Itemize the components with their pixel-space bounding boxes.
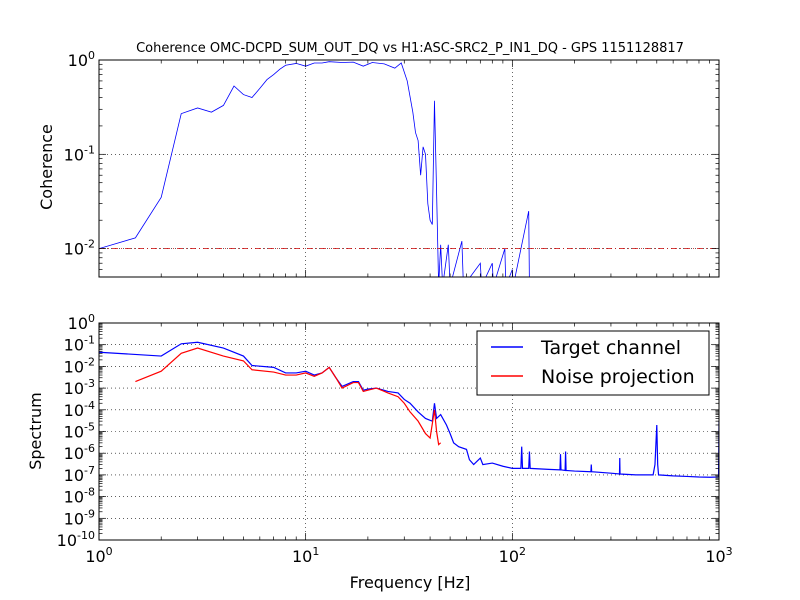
y-tick-label: 10-7	[64, 464, 95, 485]
series-line-1-1	[135, 347, 442, 446]
axes-frame	[98, 59, 720, 278]
y-tick-label: 10-6	[64, 442, 95, 463]
series-line-0-0	[99, 61, 530, 277]
y-tick-label: 10-2	[64, 355, 95, 376]
x-axis-label: Frequency [Hz]	[350, 573, 471, 592]
y-tick-label: 10-10	[57, 529, 95, 550]
spectrum-y-axis-label: Spectrum	[26, 392, 45, 470]
chart-title: Coherence OMC-DCPD_SUM_OUT_DQ vs H1:ASC-…	[136, 41, 684, 56]
x-tick-label: 100	[85, 545, 112, 566]
x-tick-label: 103	[705, 545, 732, 566]
y-tick-label: 100	[68, 49, 95, 70]
coherence-axes: 100 10-1 10-2	[64, 49, 720, 278]
y-tick-label: 10-2	[64, 238, 95, 259]
legend-label-noise: Noise projection	[541, 366, 695, 388]
legend-frame	[476, 330, 710, 396]
y-tick-label: 10-4	[64, 399, 95, 420]
y-tick-label: 10-1	[64, 334, 95, 355]
legend-label-target: Target channel	[540, 337, 681, 359]
x-tick-label: 102	[499, 545, 526, 566]
spectrum-axes: 10010-110-210-310-410-510-610-710-810-91…	[57, 312, 733, 566]
y-tick-label: 10-9	[64, 507, 95, 528]
y-tick-label: 10-5	[64, 421, 95, 442]
legend: Target channel Noise projection	[476, 330, 710, 396]
y-tick-label: 10-3	[64, 377, 95, 398]
y-tick-label: 10-8	[64, 486, 95, 507]
y-tick-label: 10-1	[64, 143, 95, 164]
y-tick-label: 100	[68, 312, 95, 333]
axes-frame	[98, 322, 720, 541]
coherence-y-axis-label: Coherence	[37, 124, 56, 210]
x-tick-label: 101	[292, 545, 319, 566]
